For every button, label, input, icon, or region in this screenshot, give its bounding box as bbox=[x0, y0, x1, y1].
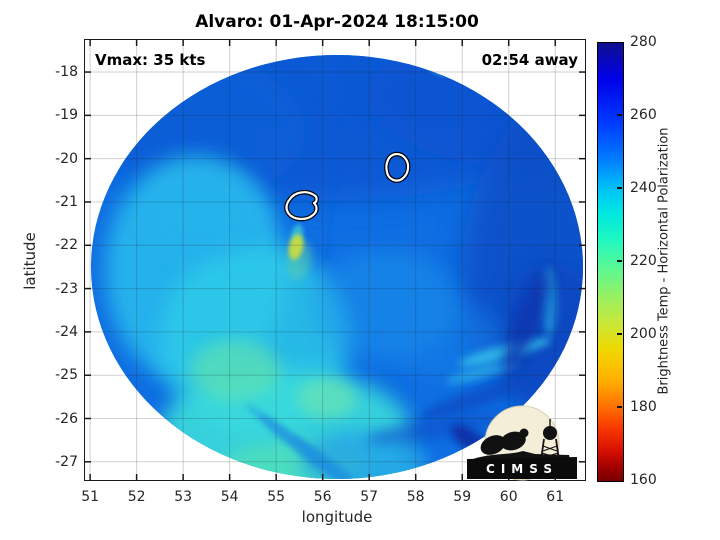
colorbar-tick-label: 260 bbox=[630, 107, 657, 123]
plot-title: Alvaro: 01-Apr-2024 18:15:00 bbox=[195, 12, 479, 32]
y-tick-label: -23 bbox=[55, 280, 78, 297]
grid-lines bbox=[85, 40, 585, 480]
y-tick-label: -20 bbox=[55, 150, 78, 167]
vmax-annotation: Vmax: 35 kts bbox=[95, 51, 206, 69]
logo-text: CIMSS bbox=[486, 462, 558, 476]
cold-spot bbox=[288, 234, 304, 260]
cimss-logo: CIMSS bbox=[463, 403, 583, 481]
x-tick-label: 53 bbox=[174, 489, 193, 505]
x-tick-label: 55 bbox=[267, 489, 286, 505]
colorbar-tick-label: 180 bbox=[630, 399, 657, 415]
y-tick-label: -21 bbox=[55, 193, 78, 210]
x-tick-label: 56 bbox=[313, 489, 332, 505]
eta-annotation: 02:54 away bbox=[481, 51, 578, 69]
y-tick-label: -27 bbox=[55, 453, 78, 470]
colorbar-tick-label: 240 bbox=[630, 180, 657, 196]
y-tick-label: -18 bbox=[55, 64, 78, 81]
colorbar-tick-mark bbox=[617, 114, 622, 116]
storm-contour bbox=[385, 153, 410, 182]
y-tick-label: -22 bbox=[55, 237, 78, 254]
y-tick-label: -19 bbox=[55, 107, 78, 124]
colorbar-tick-mark bbox=[617, 260, 622, 262]
y-tick-label: -26 bbox=[55, 410, 78, 427]
x-axis-label: longitude bbox=[301, 508, 373, 526]
colorbar-tick-label: 280 bbox=[630, 34, 657, 50]
x-tick-label: 60 bbox=[499, 489, 518, 505]
storm-contours bbox=[284, 151, 411, 222]
x-tick-label: 58 bbox=[406, 489, 425, 505]
colorbar-tick-mark bbox=[617, 187, 622, 189]
colorbar-tick-label: 200 bbox=[630, 326, 657, 342]
x-tick-label: 51 bbox=[81, 489, 100, 505]
x-tick-label: 52 bbox=[127, 489, 146, 505]
colorbar bbox=[597, 42, 624, 482]
x-tick-label: 57 bbox=[360, 489, 379, 505]
logo-banner bbox=[467, 457, 577, 479]
colorbar-tick-label: 220 bbox=[630, 253, 657, 269]
y-tick-label: -25 bbox=[55, 367, 78, 384]
colorbar-tick-label: 160 bbox=[630, 472, 657, 488]
storm-contour bbox=[285, 191, 318, 221]
y-tick-label: -24 bbox=[55, 323, 78, 340]
x-tick-label: 61 bbox=[546, 489, 565, 505]
colorbar-label: Brightness Temp - Horizontal Polarizatio… bbox=[656, 127, 672, 395]
warm-streak bbox=[429, 55, 445, 67]
x-tick-label: 54 bbox=[220, 489, 239, 505]
colorbar-tick-mark bbox=[617, 333, 622, 335]
cimss-logo-image: CIMSS bbox=[467, 405, 577, 481]
x-tick-label: 59 bbox=[453, 489, 472, 505]
colorbar-tick-mark bbox=[617, 406, 622, 408]
